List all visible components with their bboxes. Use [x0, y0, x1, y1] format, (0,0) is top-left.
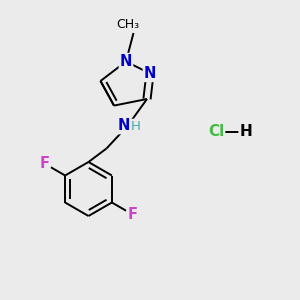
Text: N: N — [118, 118, 130, 134]
Text: Cl: Cl — [208, 124, 224, 140]
Text: N: N — [120, 54, 132, 69]
Text: H: H — [240, 124, 252, 140]
Text: H: H — [131, 119, 141, 133]
Text: F: F — [128, 207, 138, 222]
Text: F: F — [39, 156, 49, 171]
Text: N: N — [144, 66, 156, 81]
Text: CH₃: CH₃ — [116, 18, 139, 31]
